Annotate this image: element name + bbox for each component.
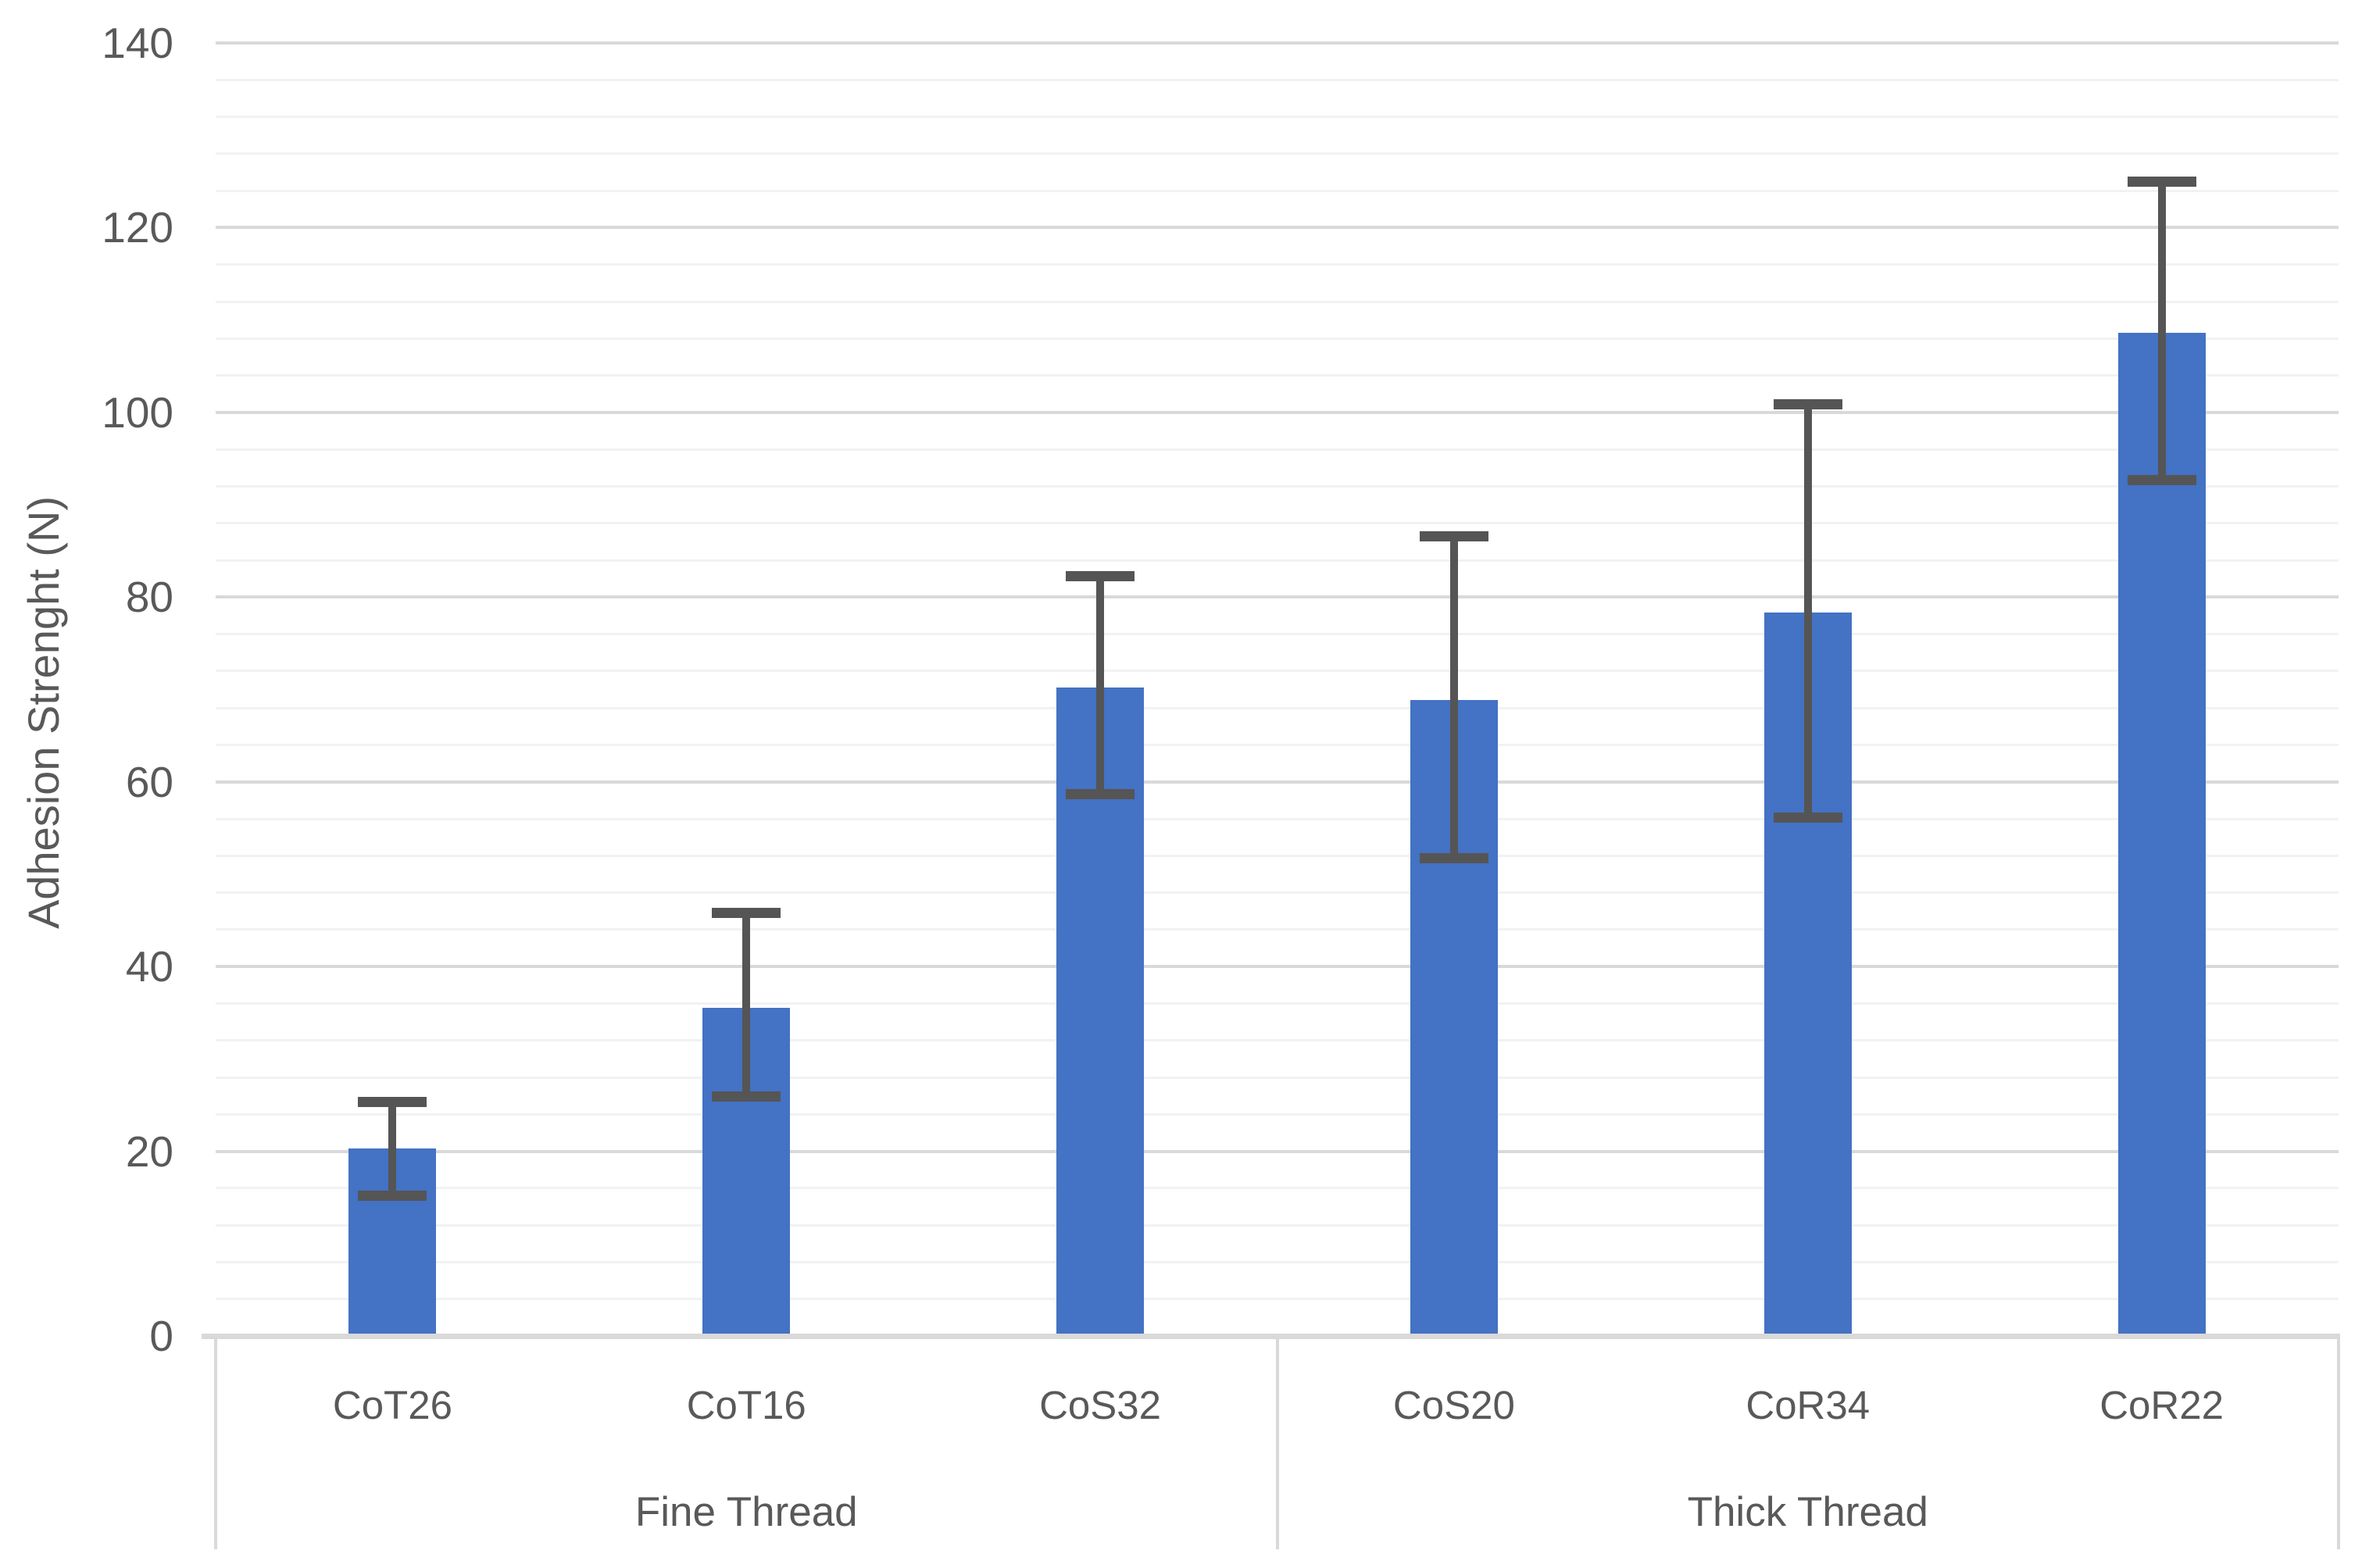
minor-gridline xyxy=(216,1113,2339,1116)
major-gridline xyxy=(216,780,2339,784)
minor-gridline xyxy=(216,263,2339,266)
error-bar-whisker xyxy=(2157,181,2166,480)
y-axis-tick-label: 140 xyxy=(102,19,173,67)
error-bar-cap-top xyxy=(358,1097,427,1108)
y-axis-tick-label: 40 xyxy=(125,942,173,991)
error-bar-whisker xyxy=(742,913,751,1097)
major-gridline xyxy=(216,226,2339,230)
error-bar-whisker xyxy=(1096,576,1105,795)
y-axis-tick-label: 80 xyxy=(125,573,173,622)
y-axis-tick-label: 60 xyxy=(125,757,173,806)
minor-gridline xyxy=(216,928,2339,931)
group-separator xyxy=(1275,1334,1279,1549)
y-axis-tick-label: 120 xyxy=(102,203,173,252)
error-bar-cap-top xyxy=(1419,530,1488,541)
y-axis-tick-label: 100 xyxy=(102,388,173,437)
major-gridline xyxy=(216,595,2339,599)
minor-gridline xyxy=(216,152,2339,155)
minor-gridline xyxy=(216,189,2339,192)
group-separator xyxy=(2337,1334,2340,1549)
error-bar-cap-bottom xyxy=(1066,788,1135,799)
category-label: CoT26 xyxy=(332,1383,452,1427)
minor-gridline xyxy=(216,484,2339,488)
minor-gridline xyxy=(216,374,2339,377)
minor-gridline xyxy=(216,559,2339,562)
category-label: CoT16 xyxy=(686,1383,806,1427)
bar xyxy=(2117,333,2206,1336)
error-bar-cap-bottom xyxy=(358,1190,427,1201)
minor-gridline xyxy=(216,116,2339,119)
error-bar-cap-top xyxy=(1773,398,1842,409)
y-axis-tick-label: 0 xyxy=(149,1312,173,1360)
minor-gridline xyxy=(216,448,2339,451)
x-axis-line xyxy=(202,1334,2340,1339)
minor-gridline xyxy=(216,633,2339,636)
minor-gridline xyxy=(216,522,2339,525)
group-separator xyxy=(214,1334,217,1549)
category-label: CoS32 xyxy=(1039,1383,1162,1427)
error-bar-whisker xyxy=(1803,404,1812,818)
minor-gridline xyxy=(216,891,2339,895)
minor-gridline xyxy=(216,1187,2339,1190)
error-bar-cap-top xyxy=(712,908,781,919)
group-label: Thick Thread xyxy=(1687,1489,1928,1535)
minor-gridline xyxy=(216,817,2339,820)
category-label: CoR34 xyxy=(1746,1383,1871,1427)
error-bar-cap-top xyxy=(2127,176,2196,187)
major-gridline xyxy=(216,410,2339,414)
minor-gridline xyxy=(216,706,2339,709)
minor-gridline xyxy=(216,1223,2339,1227)
minor-gridline xyxy=(216,1002,2339,1005)
minor-gridline xyxy=(216,78,2339,81)
minor-gridline xyxy=(216,1260,2339,1263)
category-label: CoS20 xyxy=(1392,1383,1515,1427)
error-bar-whisker xyxy=(388,1102,397,1196)
error-bar-cap-top xyxy=(1066,570,1135,581)
minor-gridline xyxy=(216,854,2339,857)
y-axis-tick-label: 20 xyxy=(125,1127,173,1176)
group-label: Fine Thread xyxy=(634,1489,858,1535)
plot-area xyxy=(216,41,2339,1336)
minor-gridline xyxy=(216,1076,2339,1079)
minor-gridline xyxy=(216,1298,2339,1301)
error-bar-cap-bottom xyxy=(1419,853,1488,864)
error-bar-whisker xyxy=(1449,536,1458,859)
minor-gridline xyxy=(216,300,2339,303)
error-bar-cap-bottom xyxy=(2127,474,2196,485)
minor-gridline xyxy=(216,670,2339,673)
minor-gridline xyxy=(216,1039,2339,1042)
error-bar-cap-bottom xyxy=(712,1091,781,1102)
category-label: CoR22 xyxy=(2099,1383,2224,1427)
minor-gridline xyxy=(216,743,2339,746)
error-bar-cap-bottom xyxy=(1773,813,1842,823)
major-gridline xyxy=(216,41,2339,45)
major-gridline xyxy=(216,965,2339,969)
minor-gridline xyxy=(216,337,2339,340)
major-gridline xyxy=(216,1149,2339,1153)
